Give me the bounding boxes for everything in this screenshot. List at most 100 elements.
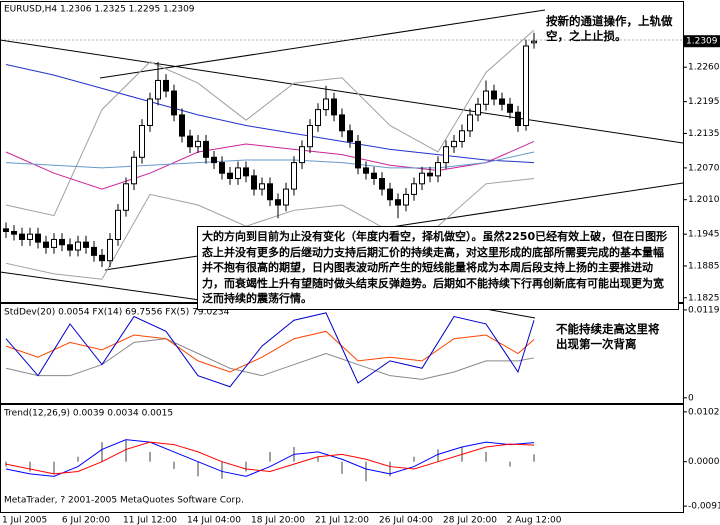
annotation-box: 大的方向到目前为止没有变化（年度内看空，择机做空）。虽然2250已经有效上破，但… xyxy=(197,226,679,310)
histogram-bar xyxy=(245,461,247,472)
downtrend-line xyxy=(0,39,683,144)
lower-line xyxy=(0,271,201,301)
candle-body xyxy=(435,162,441,177)
indicator-line xyxy=(5,330,535,373)
indicator-line xyxy=(5,140,535,190)
histogram-bar xyxy=(173,461,175,470)
candle-body xyxy=(379,178,385,190)
candle-body xyxy=(19,233,25,240)
candle-body xyxy=(427,172,433,177)
last-price-label: 1.2309 xyxy=(686,37,718,47)
candle-body xyxy=(515,111,521,126)
candle-body xyxy=(3,228,9,233)
y-tick-label: 0 xyxy=(688,393,694,403)
x-tick-label: 14 Jul 04:00 xyxy=(187,516,241,525)
candle-body xyxy=(179,114,185,137)
candle-body xyxy=(491,90,497,100)
stddev-panel xyxy=(0,303,684,404)
candle-body xyxy=(299,146,305,164)
indicator-line xyxy=(5,178,535,280)
indicator-line xyxy=(5,29,535,217)
indicator-line xyxy=(5,439,535,477)
x-tick-label: 26 Jul 04:00 xyxy=(379,516,433,525)
candle-body xyxy=(99,254,105,262)
histogram-bar xyxy=(365,461,367,482)
candle-body xyxy=(499,98,505,105)
candle-body xyxy=(267,183,273,201)
histogram-bar xyxy=(149,451,151,462)
histogram-bar xyxy=(53,461,55,474)
divergence-line xyxy=(479,307,536,319)
candle-body xyxy=(419,172,425,185)
histogram-bar xyxy=(221,461,223,479)
y-tick-label: 1.2010 xyxy=(688,195,720,205)
candle-body xyxy=(531,40,537,44)
candle-body xyxy=(91,246,97,256)
indicator-title: StdDev(20) 0.0054 FX(14) 69.7556 FX(5) 7… xyxy=(4,308,230,318)
x-tick-label: 11 Jul 12:00 xyxy=(123,516,177,525)
candle-body xyxy=(275,199,281,206)
candle-body xyxy=(131,156,137,185)
annotation: 按新的通道操作，上轨做空，之上止损。 xyxy=(546,14,673,43)
chart-title: EURUSD,H4 1.2306 1.2325 1.2295 1.2309 xyxy=(4,5,195,15)
y-tick-label: -0.0091 xyxy=(688,502,720,512)
candle-body xyxy=(139,124,145,158)
copyright: MetaTrader, ? 2001-2005 MetaQuotes Softw… xyxy=(4,496,244,506)
candle-body xyxy=(347,130,353,142)
y-tick-label: 1.2260 xyxy=(688,63,720,73)
candle-body xyxy=(315,109,321,126)
y-tick-label: 0.0119 xyxy=(688,305,720,315)
y-tick-label: 1.1885 xyxy=(688,261,720,271)
candle-body xyxy=(83,241,89,248)
candle-body xyxy=(243,167,249,177)
candle-body xyxy=(75,241,81,251)
indicator-line xyxy=(5,338,535,380)
y-tick-label: 1.2070 xyxy=(688,163,720,173)
candle-body xyxy=(483,90,489,105)
candle-body xyxy=(355,140,361,169)
indicator-line xyxy=(5,441,535,475)
candle-body xyxy=(467,114,473,132)
candle-body xyxy=(291,162,297,190)
x-tick-label: 6 Jul 20:00 xyxy=(62,516,111,525)
candle-body xyxy=(443,146,449,164)
histogram-bar xyxy=(509,461,511,467)
indicator-title: Trend(12,26,9) 0.0039 0.0034 0.0015 xyxy=(3,409,173,419)
candle-body xyxy=(187,135,193,148)
histogram-bar xyxy=(437,449,439,462)
histogram-bar xyxy=(101,442,103,462)
candle-body xyxy=(475,103,481,116)
candle-body xyxy=(203,140,209,158)
plot-area xyxy=(5,439,535,482)
x-tick-label: 1 Jul 2005 xyxy=(2,516,47,525)
candle-body xyxy=(35,233,41,243)
candle-body xyxy=(147,98,153,126)
annotation: 不能持续走高这里将出现第一次背离 xyxy=(556,322,660,351)
candle-body xyxy=(523,45,529,126)
candle-body xyxy=(163,79,169,92)
candle-body xyxy=(411,183,417,195)
candle-body xyxy=(363,167,369,174)
x-tick-label: 28 Jul 20:00 xyxy=(443,516,497,525)
candle-body xyxy=(459,130,465,142)
candle-body xyxy=(339,114,345,132)
histogram-bar xyxy=(413,456,415,462)
x-tick-label: 21 Jul 12:00 xyxy=(315,516,369,525)
last-price-box xyxy=(684,35,720,48)
candle-body xyxy=(123,183,129,211)
candle-body xyxy=(43,241,49,248)
candle-body xyxy=(227,172,233,180)
candle-body xyxy=(107,238,113,262)
histogram-bar xyxy=(485,451,487,462)
candle-body xyxy=(251,175,257,190)
plot-area xyxy=(3,29,537,280)
histogram-bar xyxy=(125,439,127,462)
candle-body xyxy=(283,188,289,206)
candle-body xyxy=(59,238,65,246)
histogram-bar xyxy=(77,456,79,462)
x-tick-label: 2 Aug 12:00 xyxy=(507,516,562,525)
candle-body xyxy=(371,172,377,180)
histogram-bar xyxy=(533,454,535,462)
